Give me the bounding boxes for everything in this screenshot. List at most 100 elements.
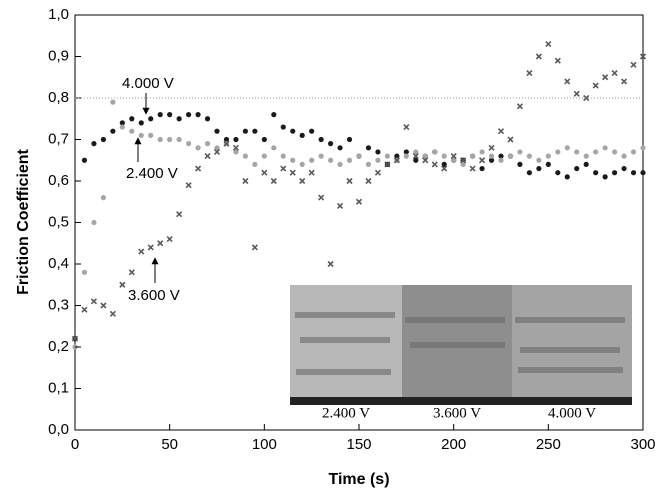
series-group — [574, 149, 580, 155]
point — [355, 198, 363, 205]
point — [81, 269, 88, 275]
point — [290, 128, 296, 134]
point — [612, 170, 618, 176]
point — [573, 90, 580, 97]
series-group — [441, 161, 447, 167]
series-group — [516, 103, 523, 110]
series-group — [280, 165, 287, 172]
series-group — [233, 149, 239, 155]
point — [602, 174, 608, 180]
y-tick-label: 0,6 — [48, 172, 69, 189]
series-group — [280, 153, 286, 159]
point — [555, 149, 561, 155]
inset-label: 2.400 V — [322, 405, 370, 421]
point — [497, 128, 505, 135]
series-group — [488, 153, 495, 159]
series-group — [214, 128, 220, 134]
point — [213, 148, 221, 156]
series-group — [469, 165, 476, 172]
point — [460, 157, 467, 164]
series-group — [309, 128, 315, 134]
series-group — [365, 161, 372, 167]
point — [309, 128, 315, 134]
point — [167, 112, 173, 118]
y-tick-label: 0,0 — [48, 421, 69, 438]
series-group — [535, 53, 542, 60]
point — [356, 153, 362, 159]
point — [554, 57, 561, 64]
series-group — [413, 149, 419, 155]
point — [592, 82, 599, 89]
series-group — [81, 157, 88, 163]
point — [640, 145, 646, 151]
series-group — [536, 165, 542, 172]
point — [412, 153, 419, 160]
series-group — [337, 161, 343, 167]
point — [129, 128, 135, 134]
series-group — [100, 195, 106, 201]
point — [583, 153, 589, 159]
point — [242, 153, 248, 159]
series-group — [233, 136, 239, 143]
series-group — [176, 116, 182, 122]
point — [232, 144, 239, 151]
series-group — [138, 132, 144, 138]
series-group — [119, 124, 125, 130]
point — [375, 157, 381, 163]
point — [441, 161, 447, 167]
point — [176, 116, 182, 122]
series-group — [290, 128, 296, 134]
series-group — [498, 153, 504, 159]
series-group — [289, 169, 296, 176]
point — [545, 153, 551, 159]
series-group — [583, 161, 589, 167]
point — [233, 136, 239, 143]
point — [119, 120, 125, 126]
point — [469, 165, 476, 172]
point — [375, 149, 381, 155]
series-group — [583, 94, 590, 102]
point — [488, 153, 495, 159]
point — [346, 136, 353, 143]
series-group — [81, 269, 88, 275]
series-group — [602, 74, 609, 81]
point — [498, 157, 504, 163]
point — [138, 120, 144, 126]
series-group — [431, 161, 438, 168]
y-axis-label: Friction Coefficient — [15, 148, 32, 294]
point — [252, 128, 258, 134]
point — [611, 70, 618, 77]
series-group — [147, 244, 154, 251]
series-group — [526, 153, 533, 159]
point — [166, 236, 173, 243]
series-group — [261, 153, 267, 159]
series-group — [384, 161, 391, 168]
point — [204, 153, 211, 160]
series-group — [621, 165, 627, 172]
series-group — [630, 149, 637, 155]
point — [536, 157, 542, 163]
series-group — [242, 177, 249, 185]
series-group — [261, 169, 268, 176]
series-group — [110, 128, 116, 134]
point — [157, 112, 163, 118]
point — [299, 177, 306, 185]
series-group — [384, 153, 390, 159]
series-group — [157, 240, 164, 247]
series-group — [555, 170, 561, 176]
series-group — [621, 153, 627, 159]
point — [81, 157, 88, 163]
series-group — [612, 170, 618, 176]
series-group — [129, 116, 135, 122]
series-group — [422, 153, 428, 159]
point — [612, 149, 618, 155]
series-group — [356, 153, 362, 159]
point — [138, 248, 145, 255]
series-group — [100, 302, 107, 309]
series-group — [318, 153, 324, 159]
series-group — [451, 157, 457, 163]
point — [507, 153, 514, 159]
series-group — [526, 170, 533, 176]
series-group — [195, 112, 201, 118]
point — [479, 165, 485, 172]
